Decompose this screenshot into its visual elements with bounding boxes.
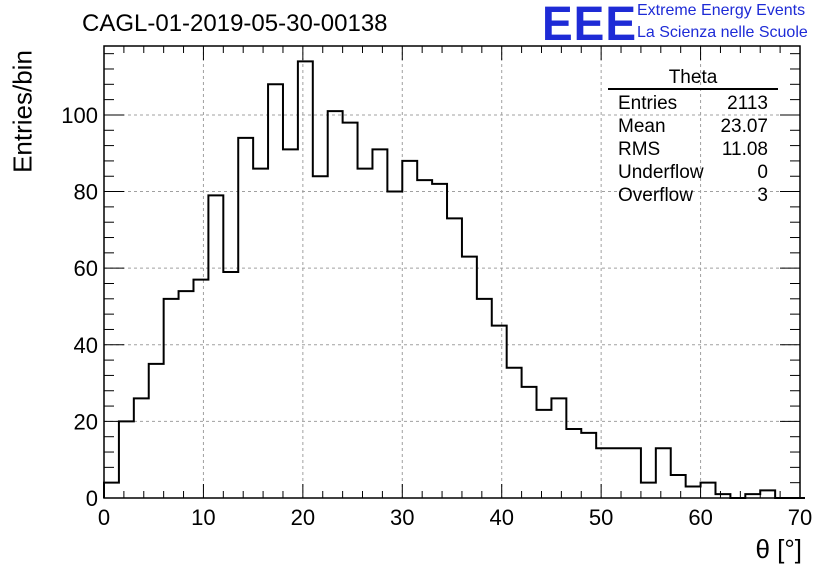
histogram-bin (581, 433, 596, 498)
histogram-bin (656, 448, 671, 498)
histogram-bin (253, 169, 268, 498)
stats-value: 0 (757, 162, 768, 183)
histogram-bin (193, 280, 208, 498)
y-tick-label: 60 (74, 256, 98, 281)
histogram-bin (701, 483, 716, 498)
histogram-bin (283, 149, 298, 498)
histogram-bin (238, 138, 253, 498)
histogram-bin (358, 169, 373, 498)
x-tick-label: 50 (589, 505, 613, 530)
y-tick-label: 100 (61, 103, 98, 128)
x-tick-label: 30 (390, 505, 414, 530)
logo-text-line2: La Scienza nelle Scuole (637, 24, 808, 41)
histogram-bin (626, 448, 641, 498)
histogram-bin (447, 218, 462, 498)
histogram-bin (223, 272, 238, 498)
stats-box: Theta Entries 2113 Mean 23.07 RMS 11.08 … (608, 68, 778, 207)
histogram-bin (417, 180, 432, 498)
histogram-bin (402, 161, 417, 498)
stats-label: Entries (618, 93, 678, 114)
histogram-bin (104, 483, 119, 498)
histogram-bin (313, 176, 328, 498)
histogram-bin (492, 326, 507, 498)
stats-label: RMS (618, 139, 661, 160)
stats-label: Mean (618, 116, 666, 137)
x-tick-label: 0 (98, 505, 110, 530)
y-tick-label: 80 (74, 180, 98, 205)
stats-value: 23.07 (720, 116, 768, 137)
histogram-bin (179, 291, 194, 498)
plot-frame (103, 45, 801, 499)
y-tick-label: 0 (86, 486, 98, 511)
x-tick-label: 40 (489, 505, 513, 530)
histogram-bin (387, 192, 402, 498)
histogram-bin (298, 61, 313, 498)
histogram-bin (760, 490, 775, 498)
histogram-bin (328, 111, 343, 498)
histogram-bin (611, 448, 626, 498)
stats-row-overflow: Overflow 3 (608, 184, 778, 207)
histogram-bin (268, 84, 283, 498)
stats-value: 2113 (727, 93, 768, 114)
histogram-bin (432, 184, 447, 498)
histogram-bin (343, 123, 358, 498)
stats-label: Underflow (618, 162, 704, 183)
histogram-bin (566, 429, 581, 498)
logo-text-line1: Extreme Energy Events (637, 2, 806, 19)
stats-row-entries: Entries 2113 (608, 92, 778, 115)
eee-logo: EEE (542, 0, 638, 51)
x-tick-label: 70 (788, 505, 812, 530)
histogram-bin (372, 149, 387, 498)
histogram-bin (119, 421, 134, 498)
histogram-bin (686, 487, 701, 498)
stats-row-mean: Mean 23.07 (608, 115, 778, 138)
x-tick-label: 60 (688, 505, 712, 530)
y-tick-label: 40 (74, 333, 98, 358)
histogram-bin (551, 398, 566, 498)
histogram-bin (507, 368, 522, 498)
histogram-bin (462, 257, 477, 498)
stats-value: 3 (757, 185, 768, 206)
stats-row-rms: RMS 11.08 (608, 138, 778, 161)
y-tick-label: 20 (74, 409, 98, 434)
x-tick-label: 10 (191, 505, 215, 530)
histogram-bin (149, 364, 164, 498)
stats-title: Theta (608, 68, 778, 90)
histogram-bin (596, 448, 611, 498)
x-axis-label: θ [°] (755, 534, 802, 564)
histogram-bin (671, 475, 686, 498)
histogram-bin (208, 195, 223, 498)
histogram-bin (164, 299, 179, 498)
stats-value: 11.08 (721, 139, 768, 160)
histogram-bin (477, 299, 492, 498)
histogram-bin (537, 410, 552, 498)
y-axis-label: Entries/bin (7, 50, 38, 173)
stats-row-underflow: Underflow 0 (608, 161, 778, 184)
histogram-bin (134, 398, 149, 498)
histogram-outline (103, 60, 805, 499)
stats-label: Overflow (618, 185, 693, 206)
chart-title: CAGL-01-2019-05-30-00138 (82, 10, 388, 37)
x-tick-label: 20 (291, 505, 315, 530)
histogram-bin (522, 387, 537, 498)
histogram-bin (641, 483, 656, 498)
